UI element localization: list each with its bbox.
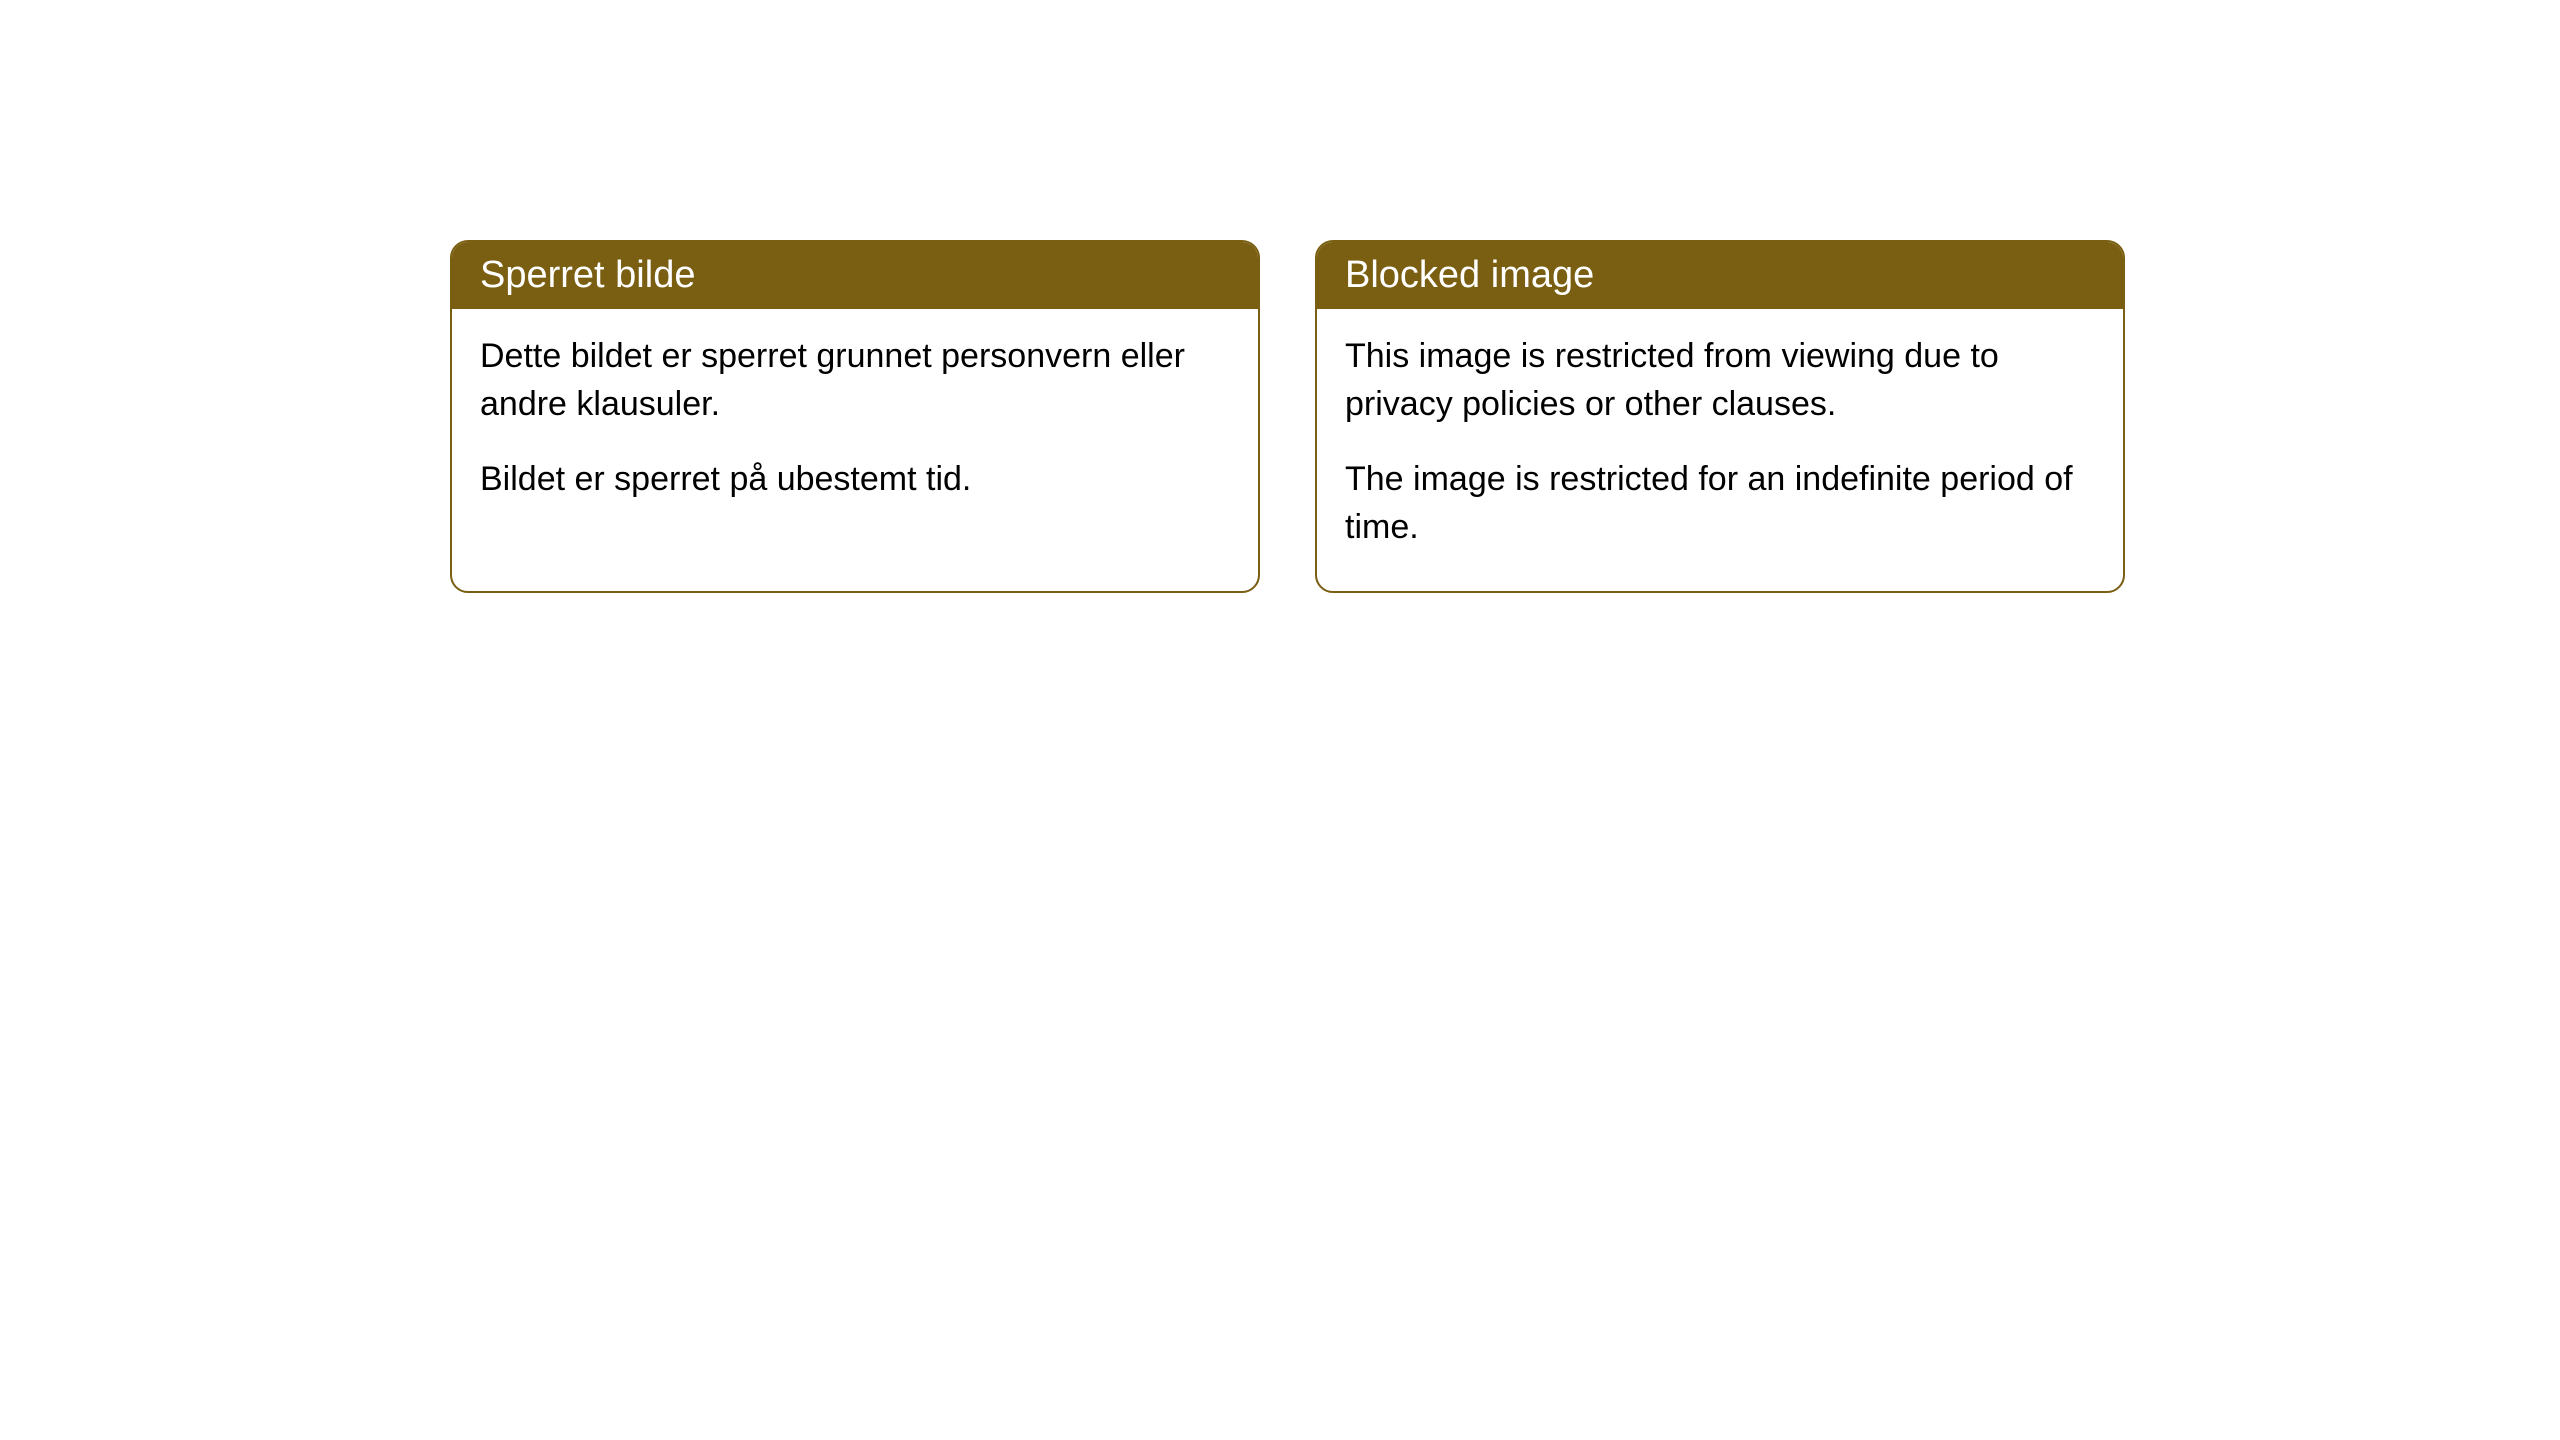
- card-text-no-1: Dette bildet er sperret grunnet personve…: [480, 333, 1230, 428]
- card-text-en-1: This image is restricted from viewing du…: [1345, 333, 2095, 428]
- card-body-en: This image is restricted from viewing du…: [1317, 309, 2123, 591]
- blocked-image-card-no: Sperret bilde Dette bildet er sperret gr…: [450, 240, 1260, 593]
- card-text-en-2: The image is restricted for an indefinit…: [1345, 456, 2095, 551]
- blocked-image-card-en: Blocked image This image is restricted f…: [1315, 240, 2125, 593]
- card-header-en: Blocked image: [1317, 242, 2123, 309]
- cards-container: Sperret bilde Dette bildet er sperret gr…: [450, 240, 2560, 593]
- card-body-no: Dette bildet er sperret grunnet personve…: [452, 309, 1258, 544]
- card-title-no: Sperret bilde: [480, 254, 695, 296]
- card-text-no-2: Bildet er sperret på ubestemt tid.: [480, 456, 1230, 504]
- card-title-en: Blocked image: [1345, 254, 1594, 296]
- card-header-no: Sperret bilde: [452, 242, 1258, 309]
